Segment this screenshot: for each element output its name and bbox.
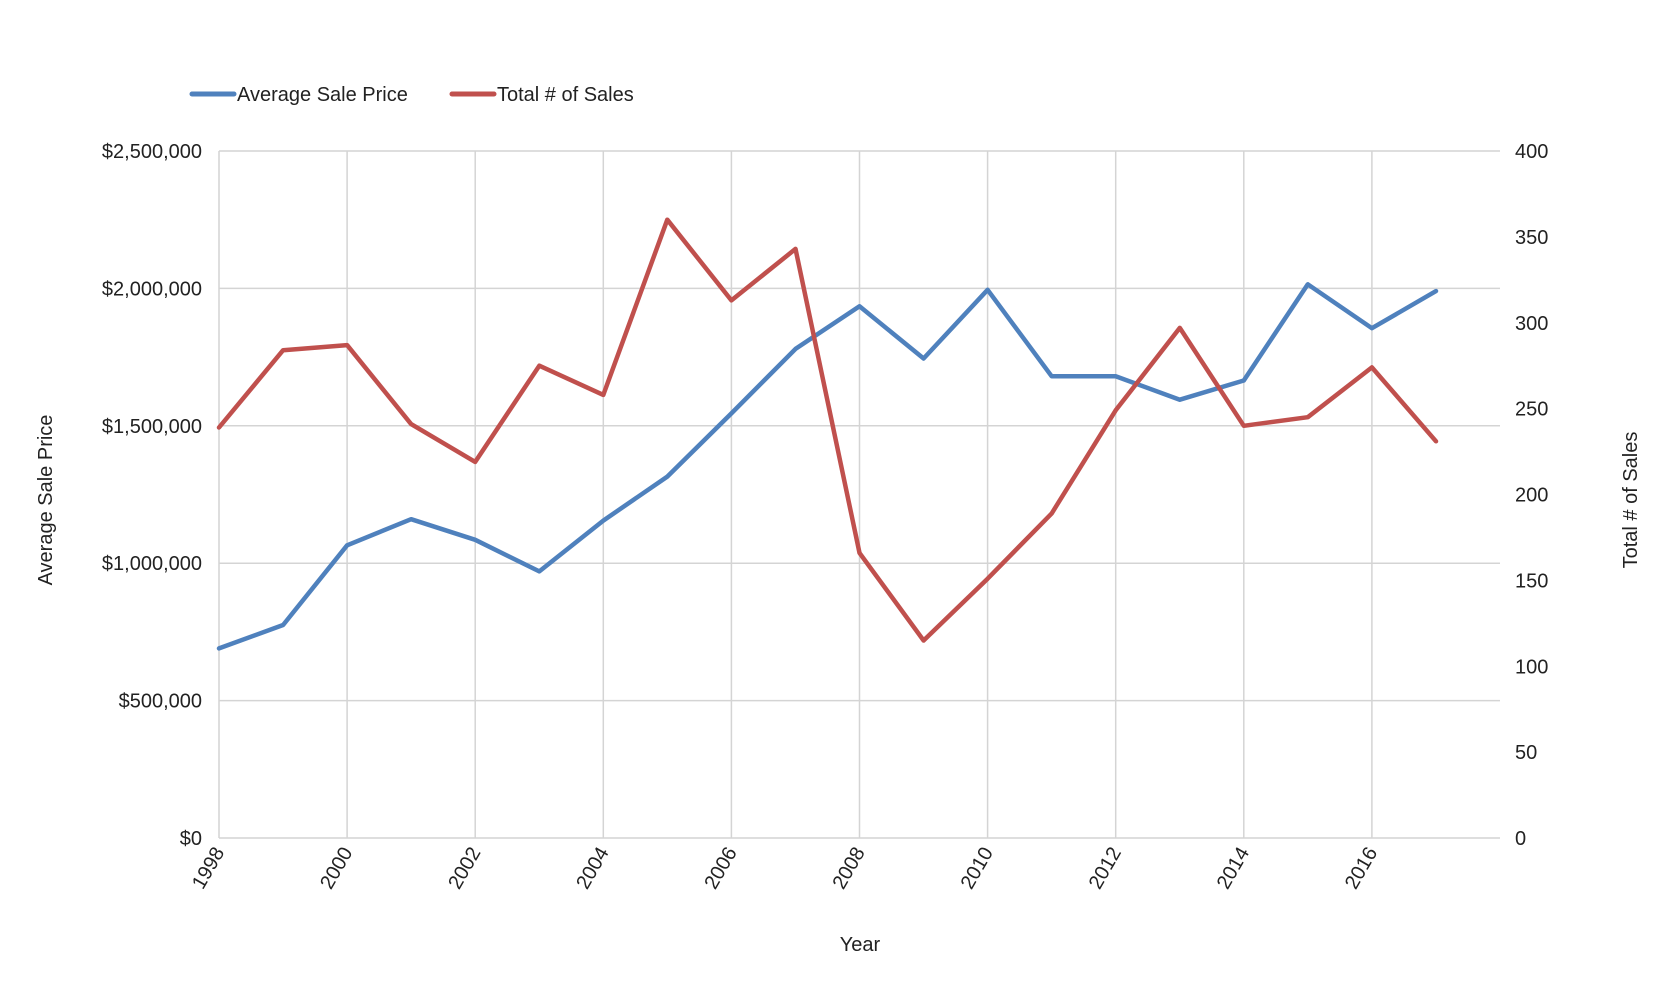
right-axis-tick-label: 250 <box>1515 399 1548 421</box>
series-line-total-sales <box>216 217 1439 643</box>
right-axis-tick-label: 0 <box>1515 828 1526 850</box>
left-axis-tick-label: $2,500,000 <box>102 141 202 163</box>
x-axis-tick-label: 2008 <box>829 844 870 894</box>
x-axis-title: Year <box>840 934 881 956</box>
legend-label-average-sale-price: Average Sale Price <box>237 84 408 106</box>
x-axis-tick-label: 1998 <box>188 844 229 894</box>
left-axis-tick-label: $1,500,000 <box>102 416 202 438</box>
x-axis-tick-label: 2014 <box>1213 844 1254 894</box>
right-axis-tick-label: 350 <box>1515 227 1548 249</box>
series-lines <box>216 217 1439 651</box>
right-axis-tick-label: 50 <box>1515 742 1537 764</box>
x-axis-tick-label: 2010 <box>957 844 998 894</box>
left-axis-title: Average Sale Price <box>35 415 57 586</box>
x-axis-tick-label: 2006 <box>700 844 741 894</box>
right-axis-title: Total # of Sales <box>1620 432 1642 569</box>
right-axis-tick-label: 150 <box>1515 570 1548 592</box>
left-axis-tick-label: $2,000,000 <box>102 278 202 300</box>
right-axis-tick-label: 300 <box>1515 313 1548 335</box>
legend-label-total-sales: Total # of Sales <box>497 84 634 106</box>
x-axis-tick-label: 2000 <box>316 844 357 894</box>
x-axis-tick-label: 2004 <box>572 844 613 894</box>
left-axis-tick-label: $500,000 <box>119 691 202 713</box>
gridlines <box>218 150 1500 839</box>
right-axis-ticks: 0 50 100 150 200 250 300 350 400 <box>1515 141 1548 850</box>
x-axis-tick-label: 2012 <box>1085 844 1126 894</box>
right-axis-tick-label: 100 <box>1515 656 1548 678</box>
legend: Average Sale Price Total # of Sales <box>189 84 634 106</box>
left-axis-tick-label: $0 <box>180 828 202 850</box>
x-axis-tick-label: 2002 <box>444 844 485 894</box>
x-axis-ticks: 1998 2000 2002 2004 2006 2008 2010 2012 2014 2016 <box>188 844 1382 894</box>
right-axis-tick-label: 200 <box>1515 485 1548 507</box>
left-axis-tick-label: $1,000,000 <box>102 553 202 575</box>
right-axis-tick-label: 400 <box>1515 141 1548 163</box>
series-line-average-sale-price <box>216 282 1439 651</box>
x-axis-tick-label: 2016 <box>1341 844 1382 894</box>
left-axis-ticks: $0 $500,000 $1,000,000 $1,500,000 $2,000,000… <box>102 141 202 850</box>
